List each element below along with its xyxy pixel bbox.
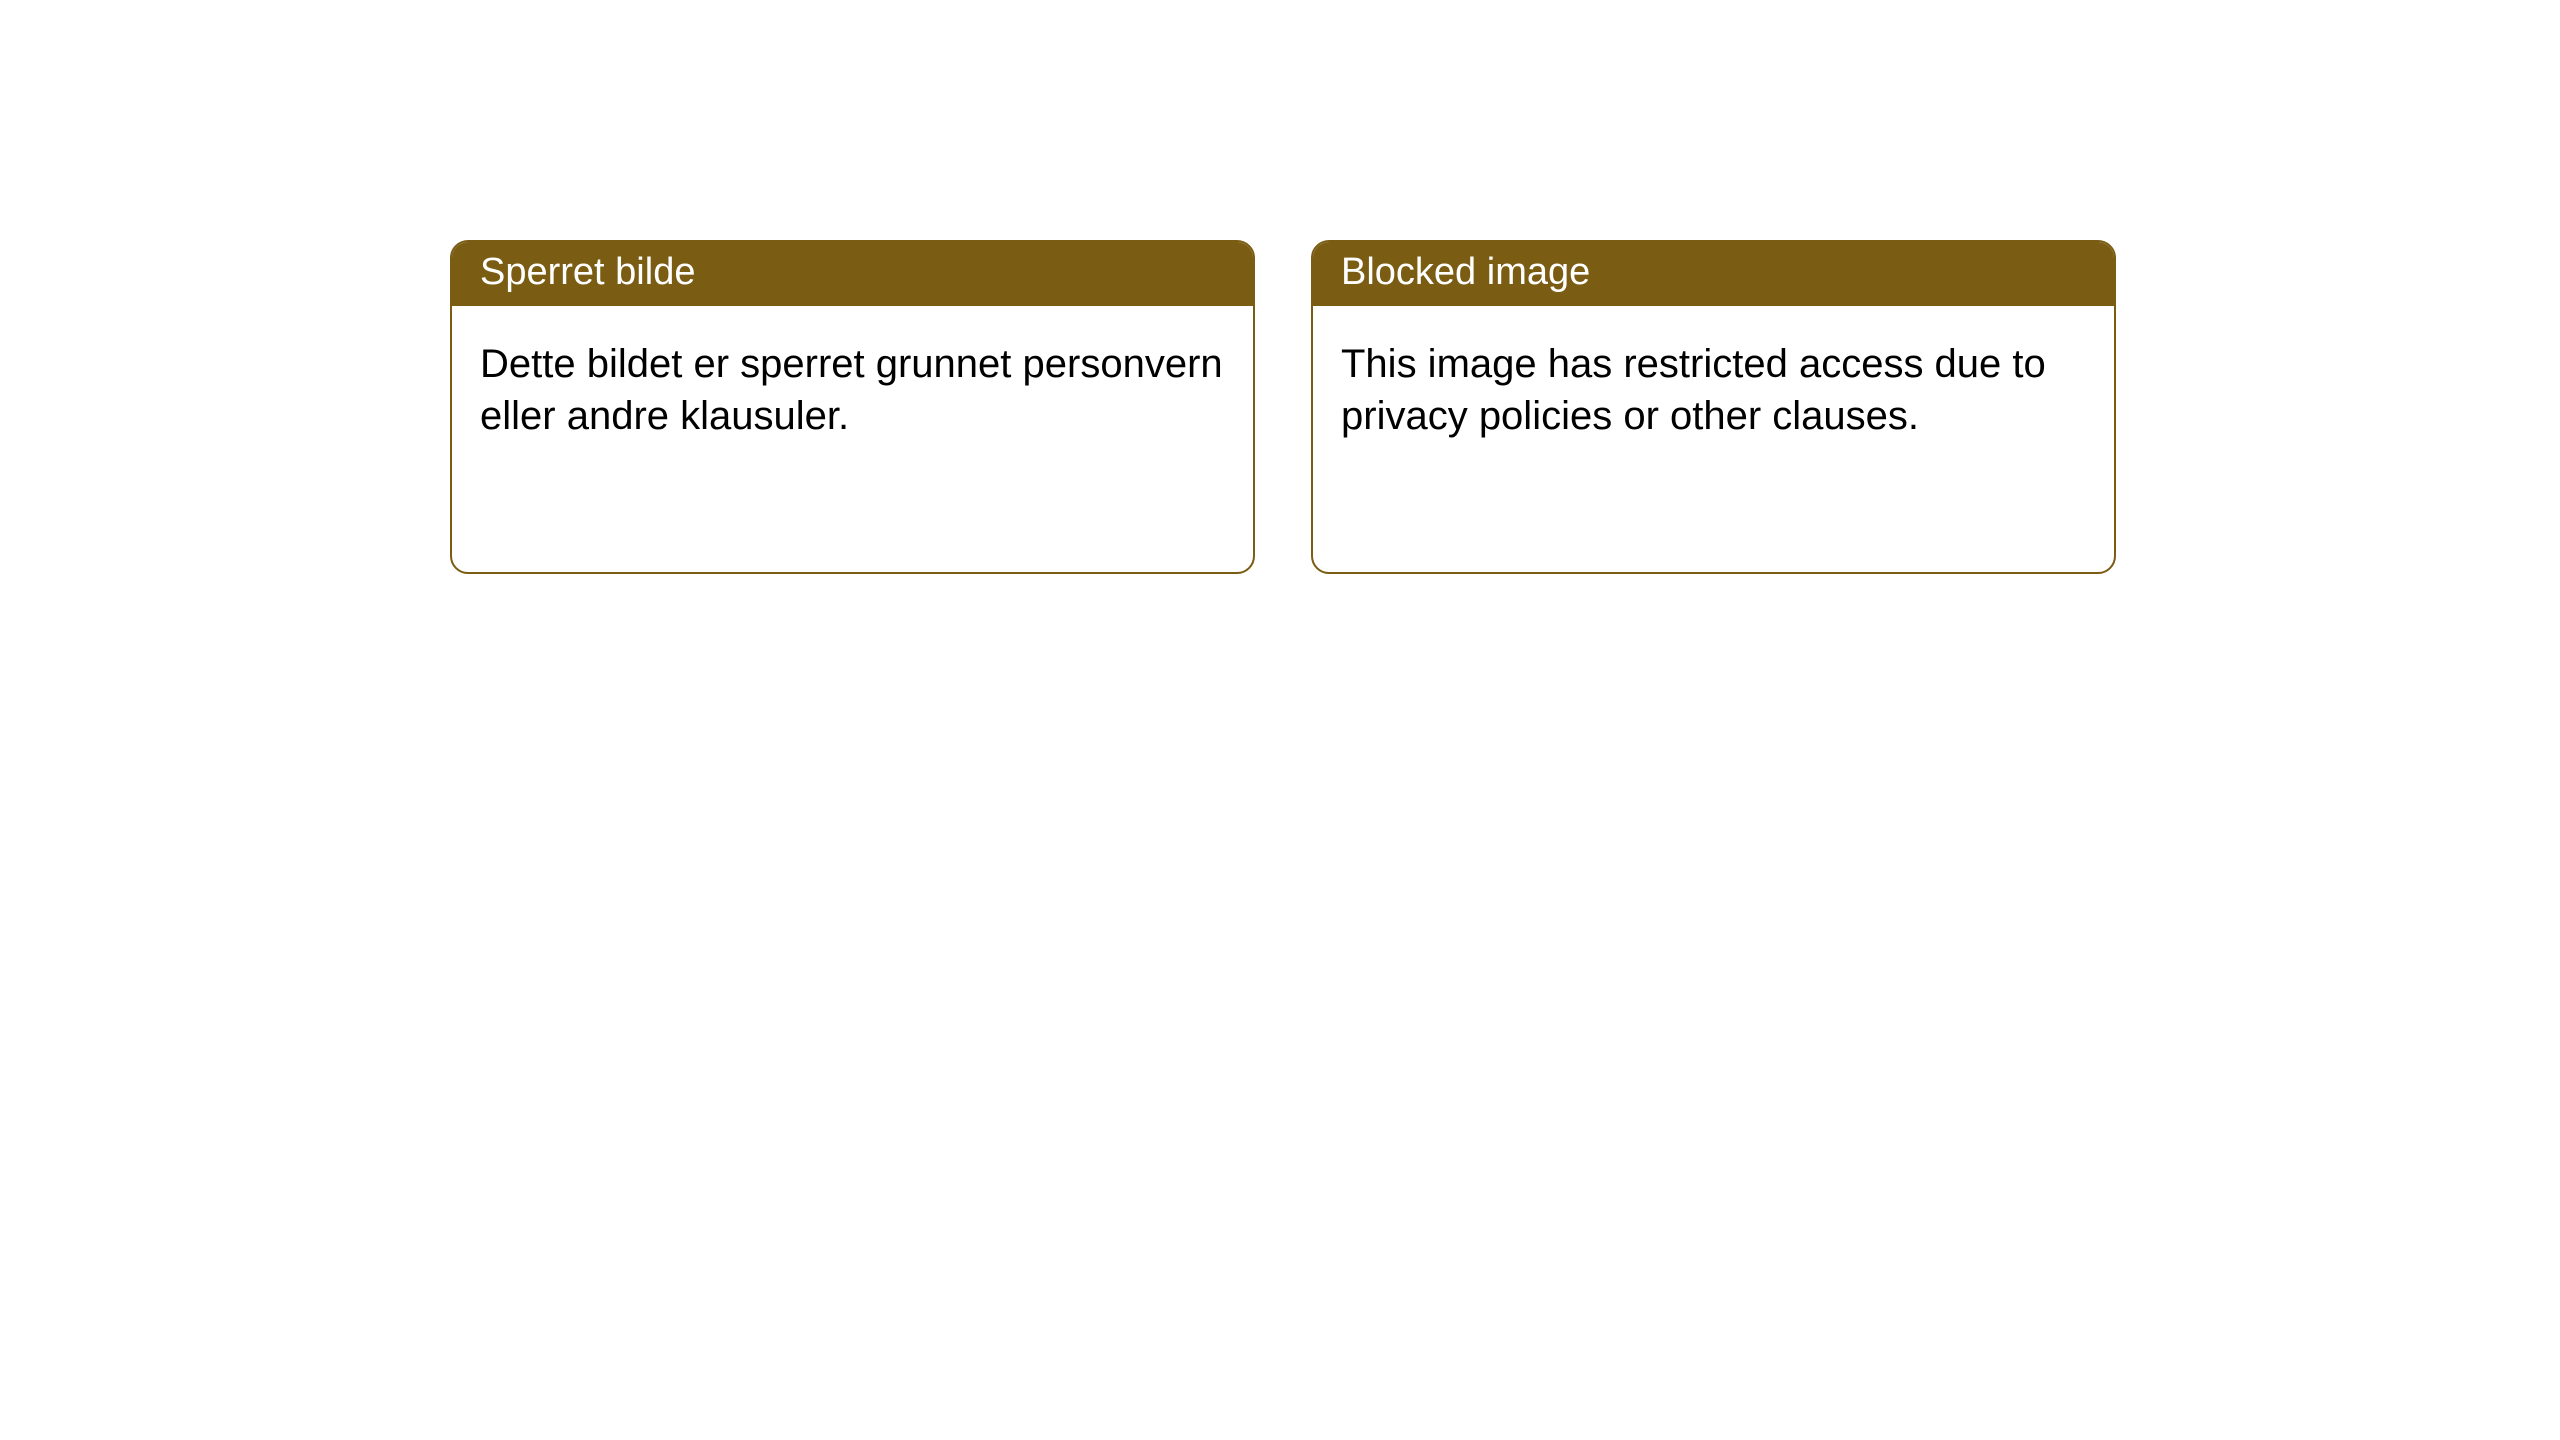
notice-card-english: Blocked image This image has restricted … (1311, 240, 2116, 574)
notice-body: Dette bildet er sperret grunnet personve… (452, 306, 1253, 474)
notice-header: Sperret bilde (452, 242, 1253, 306)
notice-header: Blocked image (1313, 242, 2114, 306)
notice-container: Sperret bilde Dette bildet er sperret gr… (0, 0, 2560, 574)
notice-body: This image has restricted access due to … (1313, 306, 2114, 474)
notice-card-norwegian: Sperret bilde Dette bildet er sperret gr… (450, 240, 1255, 574)
